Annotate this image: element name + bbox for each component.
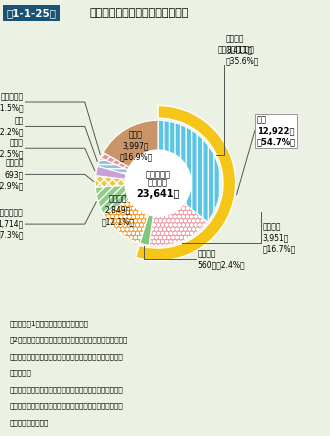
Text: 物品販売店
353件（1.5%）: 物品販売店 353件（1.5%）: [0, 92, 24, 112]
Text: 工場・作業場
1,714件
（7.3%）: 工場・作業場 1,714件 （7.3%）: [0, 208, 24, 240]
Wedge shape: [103, 120, 158, 167]
Text: る区分: る区分: [10, 369, 32, 376]
Text: なお、複合用途については、消防法施行令別表第一に: なお、複合用途については、消防法施行令別表第一に: [10, 386, 124, 392]
Text: 建物火災の火元建物用途別の状況: 建物火災の火元建物用途別の状況: [89, 8, 188, 18]
Text: （備考）　1　「火災報告」により作成: （備考） 1 「火災報告」により作成: [10, 320, 89, 327]
Text: 建物火災の: 建物火災の: [146, 170, 171, 179]
Wedge shape: [101, 153, 129, 170]
Text: （平成２６年中）: （平成２６年中）: [218, 45, 255, 54]
Wedge shape: [98, 158, 128, 174]
Wedge shape: [140, 215, 153, 245]
Text: び物品販売店舗の区分は、消防法施行令別表第一によ: び物品販売店舗の区分は、消防法施行令別表第一によ: [10, 353, 124, 360]
Text: 出火件数: 出火件数: [148, 179, 168, 187]
Wedge shape: [158, 120, 221, 222]
Text: 2　共同住宅、工場・作業場、事務所等、倉庫、飲食店及: 2 共同住宅、工場・作業場、事務所等、倉庫、飲食店及: [10, 337, 128, 343]
Text: 複合用途
2,849件
（12.1%）: 複合用途 2,849件 （12.1%）: [101, 195, 134, 226]
Wedge shape: [95, 176, 125, 187]
Wedge shape: [95, 185, 129, 215]
Wedge shape: [96, 166, 126, 179]
Wedge shape: [149, 204, 208, 246]
Text: 共同住宅
3,951件
（16.7%）: 共同住宅 3,951件 （16.7%）: [263, 222, 296, 254]
Wedge shape: [136, 106, 236, 261]
Text: 第1-1-25図: 第1-1-25図: [7, 8, 57, 18]
Text: より区分される特定複合用途及び非特定複合用途の出: より区分される特定複合用途及び非特定複合用途の出: [10, 402, 124, 409]
Text: 一般住宅
8,411件
（35.6%）: 一般住宅 8,411件 （35.6%）: [226, 34, 259, 65]
Wedge shape: [104, 200, 148, 243]
Text: その他
3,997件
（16.9%）: その他 3,997件 （16.9%）: [119, 130, 152, 161]
Text: 住宅
12,922件
（54.7%）: 住宅 12,922件 （54.7%）: [256, 115, 296, 146]
Text: 火件数の合計数: 火件数の合計数: [10, 419, 49, 426]
Text: 倉庫
530件（2.2%）: 倉庫 530件（2.2%）: [0, 116, 24, 136]
Text: 事務所等
693件
（2.9%）: 事務所等 693件 （2.9%）: [0, 159, 24, 190]
Text: 23,641件: 23,641件: [136, 189, 180, 198]
Text: 飲食店
583件（2.5%）: 飲食店 583件（2.5%）: [0, 138, 24, 158]
Circle shape: [125, 150, 191, 216]
Text: 併用住宅
560件（2.4%）: 併用住宅 560件（2.4%）: [197, 249, 245, 269]
